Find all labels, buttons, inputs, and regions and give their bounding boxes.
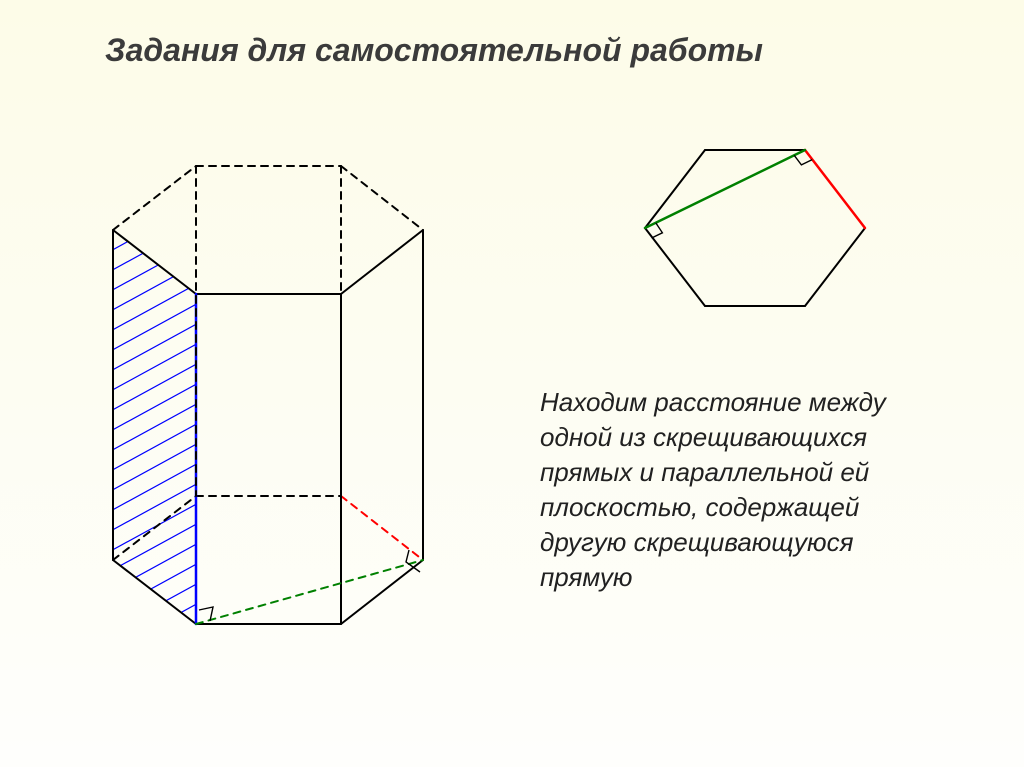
prism-diagram	[78, 128, 458, 653]
hexagon-svg	[620, 120, 890, 340]
explanation-text: Находим расстояние между одной из скрещи…	[540, 385, 945, 596]
page-title: Задания для самостоятельной работы	[105, 32, 763, 69]
hexagon-diagram	[620, 120, 890, 345]
prism-svg	[78, 128, 458, 648]
